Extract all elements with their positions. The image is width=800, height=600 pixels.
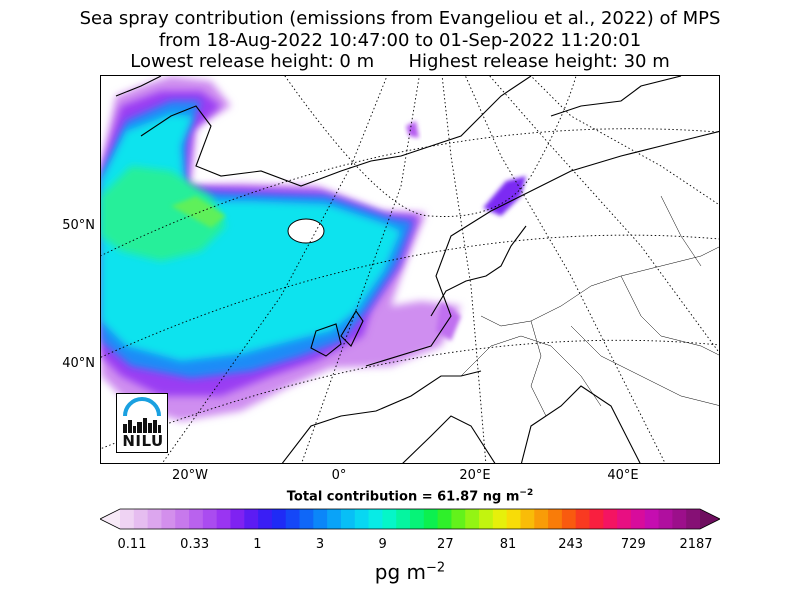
colorbar-swatch [216, 509, 232, 529]
lon-label-0: 0° [331, 468, 347, 483]
colorbar-swatch [437, 509, 453, 529]
colorbar-tick-label: 729 [620, 537, 646, 552]
plume-green [101, 166, 226, 261]
colorbar-swatch [589, 509, 604, 529]
colorbar-swatch [630, 509, 646, 529]
units-exponent: −2 [426, 560, 446, 576]
colorbar-swatch [617, 509, 632, 529]
map-panel [100, 75, 720, 464]
colorbar-swatch [396, 509, 411, 529]
colorbar-swatch [520, 509, 535, 529]
colorbar-swatch [506, 509, 522, 529]
colorbar-tick-label: 0.11 [117, 537, 147, 552]
lat-label-40n: 40°N [62, 356, 95, 371]
colorbar-tick-label: 2187 [679, 537, 713, 552]
colorbar-swatch [575, 509, 591, 529]
colorbar-swatch [133, 509, 149, 529]
total-contribution: Total contribution = 61.87 ng m−2 [0, 488, 800, 504]
colorbar-swatch [451, 509, 466, 529]
colorbar [100, 508, 720, 530]
colorbar-swatch [492, 509, 508, 529]
title-line-3: Lowest release height: 0 m Highest relea… [130, 51, 670, 72]
borders [460, 195, 719, 417]
map-svg [101, 76, 719, 463]
coastlines [115, 76, 719, 463]
colorbar-tick-label: 81 [499, 537, 517, 552]
colorbar-swatch [189, 509, 204, 529]
colorbar-units: pg m−2 [0, 560, 800, 584]
colorbar-tick-label: 27 [437, 537, 454, 552]
colorbar-tick-label: 3 [315, 537, 325, 552]
nilu-logo: NILU [116, 393, 168, 453]
colorbar-swatch [410, 509, 425, 529]
colorbar-swatch [465, 509, 480, 529]
colorbar-swatch [686, 509, 701, 529]
colorbar-swatch [299, 509, 314, 529]
colorbar-swatch [327, 509, 342, 529]
logo-text: NILU [122, 432, 164, 450]
colorbar-swatch [161, 509, 176, 529]
graticule [101, 76, 719, 463]
colorbar-tick-label: 243 [558, 537, 584, 552]
colorbar-swatch [561, 509, 577, 529]
plume-green-strip [171, 196, 226, 228]
colorbar-swatch [244, 509, 259, 529]
colorbar-under-triangle [100, 509, 120, 529]
total-label: Total contribution = 61.87 ng m [286, 489, 520, 505]
colorbar-tick-label: 0.33 [180, 537, 210, 552]
plume-north [406, 121, 419, 138]
iceland-patch [287, 218, 325, 244]
colorbar-swatch [354, 509, 370, 529]
colorbar-over-triangle [700, 509, 720, 529]
colorbar-swatch [382, 509, 397, 529]
title-line-2: from 18-Aug-2022 10:47:00 to 01-Sep-2022… [158, 30, 642, 51]
colorbar-swatch [368, 509, 383, 529]
lon-label-40e: 40°E [607, 468, 639, 483]
colorbar-outline [100, 508, 720, 530]
lat-label-50n: 50°N [62, 218, 95, 233]
colorbar-swatch [534, 509, 549, 529]
colorbar-swatch [658, 509, 673, 529]
colorbar-tick-label: 1 [253, 537, 262, 552]
colorbar-swatch [120, 509, 135, 529]
logo-graphic [123, 397, 161, 433]
colorbar-swatch [548, 509, 563, 529]
colorbar-swatch [230, 509, 245, 529]
colorbar-swatch [175, 509, 190, 529]
title-line-1: Sea spray contribution (emissions from E… [79, 8, 721, 29]
colorbar-swatch [479, 509, 494, 529]
colorbar-swatch [340, 509, 356, 529]
colorbar-tick-label: 9 [378, 537, 387, 552]
lon-label-20e: 20°E [459, 468, 491, 483]
colorbar-swatch [423, 509, 439, 529]
colorbar-swatch [147, 509, 163, 529]
colorbar-swatch [313, 509, 328, 529]
colorbar-swatch [285, 509, 301, 529]
total-exponent: −2 [519, 488, 534, 498]
colorbar-swatch [603, 509, 618, 529]
colorbar-swatch [258, 509, 273, 529]
units-label: pg m [374, 560, 427, 584]
plume-gulf [436, 301, 461, 341]
colorbar-swatch [644, 509, 660, 529]
colorbar-swatch [271, 509, 287, 529]
lon-label-20w: 20°W [172, 468, 208, 483]
colorbar-swatch [672, 509, 687, 529]
colorbar-swatch [202, 509, 218, 529]
plume-baltic [483, 176, 526, 216]
